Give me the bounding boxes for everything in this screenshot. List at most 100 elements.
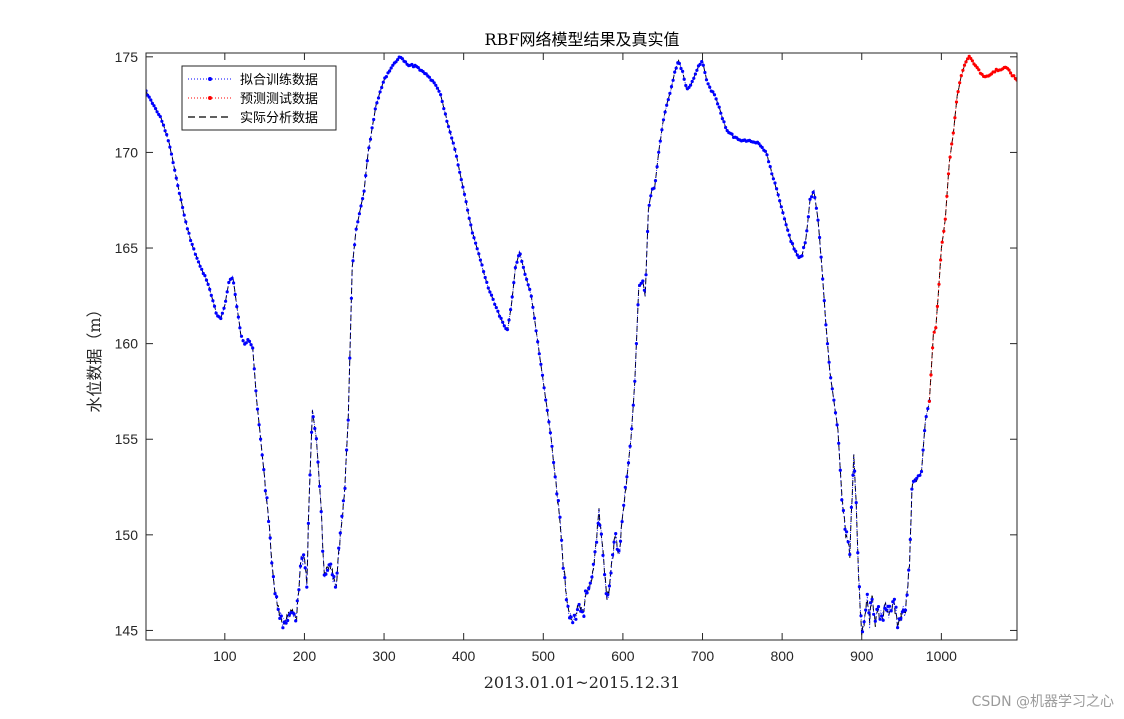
- data-point: [730, 132, 734, 136]
- data-point: [147, 95, 151, 99]
- data-point: [278, 616, 282, 621]
- data-point: [359, 204, 363, 208]
- data-point: [595, 540, 599, 544]
- data-point: [247, 339, 252, 343]
- data-point: [166, 139, 170, 143]
- data-point: [440, 99, 444, 104]
- data-point: [235, 305, 239, 309]
- data-point: [872, 612, 876, 616]
- data-point: [238, 326, 242, 330]
- data-point: [717, 105, 721, 109]
- x-tick-label: 700: [691, 648, 715, 664]
- data-point: [690, 79, 694, 84]
- data-point: [792, 247, 796, 251]
- data-point: [512, 281, 516, 285]
- data-point: [665, 103, 669, 107]
- data-point: [232, 281, 236, 285]
- data-point: [262, 468, 266, 472]
- data-point: [884, 608, 889, 612]
- data-point: [260, 453, 264, 457]
- x-tick-label: 200: [293, 648, 317, 664]
- data-point: [396, 58, 400, 62]
- data-point: [923, 429, 927, 433]
- data-point: [860, 630, 865, 634]
- data-point: [634, 342, 639, 346]
- data-point: [840, 498, 844, 502]
- data-point: [566, 604, 570, 608]
- data-point: [942, 229, 946, 233]
- y-tick-label: 160: [115, 336, 139, 352]
- data-point: [958, 81, 962, 85]
- data-point: [585, 591, 589, 595]
- data-point: [525, 277, 529, 281]
- data-point: [454, 154, 459, 158]
- data-point: [279, 614, 283, 618]
- data-point: [437, 89, 441, 93]
- data-point: [962, 63, 967, 67]
- data-point: [889, 609, 893, 613]
- data-point: [821, 277, 825, 281]
- data-point: [273, 592, 277, 596]
- data-point: [160, 119, 164, 123]
- y-tick-label: 165: [115, 240, 139, 256]
- data-point: [927, 399, 932, 403]
- legend-marker-1: [208, 96, 212, 100]
- series-markers-test: [927, 54, 1017, 403]
- data-point: [908, 537, 912, 542]
- data-point: [325, 568, 330, 572]
- data-point: [849, 505, 854, 509]
- data-point: [345, 448, 349, 452]
- data-point: [561, 566, 565, 570]
- data-point: [295, 599, 299, 603]
- data-point: [951, 131, 955, 135]
- data-point: [200, 267, 204, 271]
- data-point: [781, 211, 785, 215]
- data-point: [838, 468, 842, 472]
- data-point: [552, 460, 556, 465]
- data-point: [862, 620, 866, 624]
- data-point: [204, 278, 209, 282]
- data-point: [384, 75, 388, 79]
- data-point: [950, 142, 954, 146]
- data-point: [919, 469, 924, 474]
- data-point: [794, 249, 798, 253]
- data-point: [669, 85, 674, 89]
- data-point: [150, 101, 154, 105]
- data-point: [275, 595, 279, 599]
- data-point: [249, 343, 253, 347]
- data-point: [881, 618, 885, 622]
- data-point: [300, 556, 304, 560]
- data-point: [954, 100, 959, 104]
- data-point: [474, 241, 478, 245]
- data-point: [598, 523, 602, 527]
- data-point: [528, 287, 532, 291]
- data-point: [765, 153, 769, 157]
- data-point: [311, 415, 315, 419]
- data-point: [212, 304, 217, 308]
- x-axis-label: 2013.01.01~2015.12.31: [484, 673, 681, 692]
- data-point: [257, 423, 261, 427]
- data-point: [775, 187, 779, 191]
- data-point: [198, 264, 202, 268]
- y-tick-label: 170: [115, 144, 139, 160]
- data-point: [658, 139, 662, 143]
- data-point: [192, 247, 196, 251]
- data-point: [179, 198, 183, 202]
- data-point: [152, 104, 156, 108]
- data-point: [410, 62, 414, 67]
- data-point: [846, 540, 850, 544]
- data-point: [529, 294, 533, 298]
- data-point: [321, 549, 325, 553]
- data-point: [606, 593, 610, 597]
- data-point: [394, 60, 398, 64]
- data-point: [536, 340, 540, 344]
- data-point: [582, 614, 586, 619]
- data-point: [899, 617, 903, 621]
- data-point: [368, 137, 373, 141]
- data-point: [521, 265, 526, 269]
- data-point: [771, 177, 776, 181]
- data-point: [770, 172, 774, 176]
- data-point: [361, 197, 365, 201]
- data-point: [499, 316, 503, 320]
